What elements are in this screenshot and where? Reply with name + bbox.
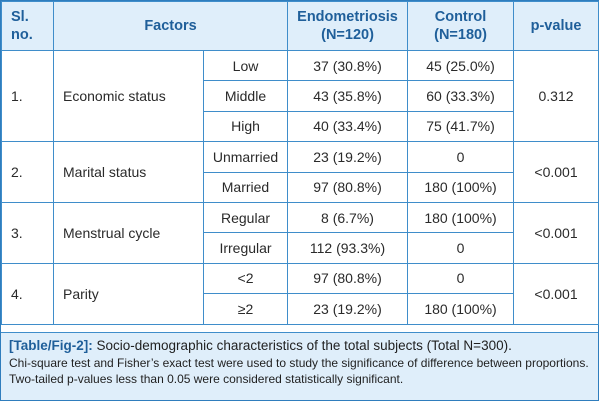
data-table: Sl. no. Factors Endometriosis (N=120) Co… xyxy=(1,1,599,325)
factor-name: Parity xyxy=(53,262,204,325)
p-value: <0.001 xyxy=(513,141,599,203)
header-control-n: (N=180) xyxy=(434,27,487,43)
endo-value: 23 (19.2%) xyxy=(287,293,409,325)
level-label: <2 xyxy=(202,262,289,295)
header-endo-label: Endometriosis xyxy=(297,9,398,25)
table-row: Middle 43 (35.8%) 60 (33.3%) xyxy=(2,80,599,112)
table-row: Irregular 112 (93.3%) 0 xyxy=(2,232,599,264)
factor-name: Marital status xyxy=(53,141,204,203)
row-number: 2. xyxy=(1,141,54,203)
level-label: Irregular xyxy=(202,232,289,264)
endo-value: 112 (93.3%) xyxy=(287,232,409,264)
level-label: Low xyxy=(202,49,289,82)
table-row: 2. Marital status Unmarried 23 (19.2%) 0… xyxy=(1,141,599,203)
factor-name: Menstrual cycle xyxy=(53,201,204,264)
endo-value: 97 (80.8%) xyxy=(287,171,409,203)
control-value: 180 (100%) xyxy=(407,293,515,325)
table-row: 3. Menstrual cycle Regular 8 (6.7%) 180 … xyxy=(1,201,599,264)
control-value: 180 (100%) xyxy=(407,201,515,234)
header-pvalue: p-value xyxy=(513,1,599,51)
header-control-label: Control xyxy=(434,9,487,25)
control-value: 45 (25.0%) xyxy=(407,49,515,82)
endo-value: 97 (80.8%) xyxy=(287,262,409,295)
table-caption: [Table/Fig-2]: Socio-demographic charact… xyxy=(1,332,598,400)
header-endometriosis: Endometriosis (N=120) xyxy=(287,1,409,51)
row-number: 3. xyxy=(1,201,54,264)
table-header-row: Sl. no. Factors Endometriosis (N=120) Co… xyxy=(1,1,599,51)
control-value: 0 xyxy=(407,232,515,264)
header-control: Control (N=180) xyxy=(407,1,515,51)
p-value: 0.312 xyxy=(513,49,599,143)
endo-value: 43 (35.8%) xyxy=(287,80,409,112)
level-label: Unmarried xyxy=(202,141,289,173)
control-value: 75 (41.7%) xyxy=(407,110,515,143)
caption-note: Chi-square test and Fisher’s exact test … xyxy=(9,356,589,386)
caption-title-line: [Table/Fig-2]: Socio-demographic charact… xyxy=(9,337,590,354)
endo-value: 23 (19.2%) xyxy=(287,141,409,173)
header-endo-n: (N=120) xyxy=(321,27,374,43)
row-number: 1. xyxy=(1,49,54,143)
level-label: High xyxy=(202,110,289,143)
control-value: 60 (33.3%) xyxy=(407,80,515,112)
p-value: <0.001 xyxy=(513,201,599,264)
level-label: Middle xyxy=(202,80,289,112)
p-value: <0.001 xyxy=(513,262,599,325)
control-value: 0 xyxy=(407,141,515,173)
table-row: ≥2 23 (19.2%) 180 (100%) xyxy=(2,293,599,325)
caption-tag: [Table/Fig-2]: xyxy=(9,338,93,353)
header-slno: Sl. no. xyxy=(1,1,54,51)
control-value: 0 xyxy=(407,262,515,295)
level-label: Regular xyxy=(202,201,289,234)
control-value: 180 (100%) xyxy=(407,171,515,203)
row-number: 4. xyxy=(1,262,54,325)
level-label: Married xyxy=(202,171,289,203)
endo-value: 37 (30.8%) xyxy=(287,49,409,82)
table-row: 4. Parity <2 97 (80.8%) 0 <0.001 xyxy=(1,262,599,325)
table-row: High 40 (33.4%) 75 (41.7%) xyxy=(2,110,599,143)
header-factors: Factors xyxy=(52,1,289,51)
factor-name: Economic status xyxy=(53,49,204,143)
endo-value: 8 (6.7%) xyxy=(287,201,409,234)
endo-value: 40 (33.4%) xyxy=(287,110,409,143)
table-row: Married 97 (80.8%) 180 (100%) xyxy=(2,171,599,203)
caption-title: Socio-demographic characteristics of the… xyxy=(96,338,512,353)
table-row: 1. Economic status Low 37 (30.8%) 45 (25… xyxy=(1,49,599,143)
level-label: ≥2 xyxy=(202,293,289,325)
